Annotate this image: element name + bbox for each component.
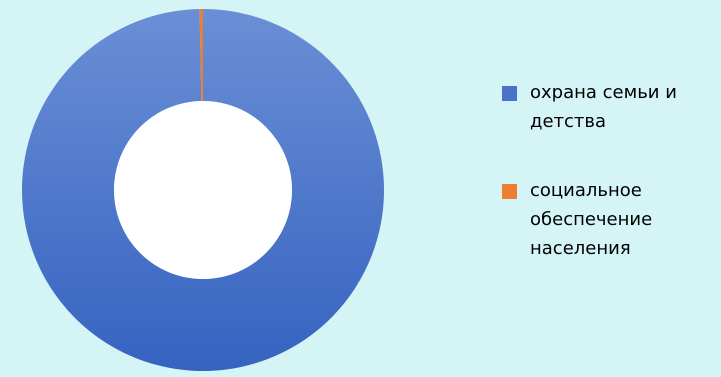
donut-hole — [114, 101, 292, 279]
legend: охрана семьи и детства социальное обеспе… — [500, 78, 715, 263]
donut-slice-2 — [199, 9, 203, 102]
legend-item-family-childhood: охрана семьи и детства — [500, 78, 715, 136]
legend-swatch — [502, 184, 517, 199]
legend-item-social-security: социальное обеспечение населения — [500, 176, 715, 263]
donut-slices — [21, 9, 385, 371]
legend-label: охрана семьи и детства — [530, 82, 677, 132]
legend-swatch — [502, 86, 517, 101]
donut-slice-1 — [21, 9, 385, 371]
legend-label: социальное обеспечение населения — [530, 180, 653, 259]
